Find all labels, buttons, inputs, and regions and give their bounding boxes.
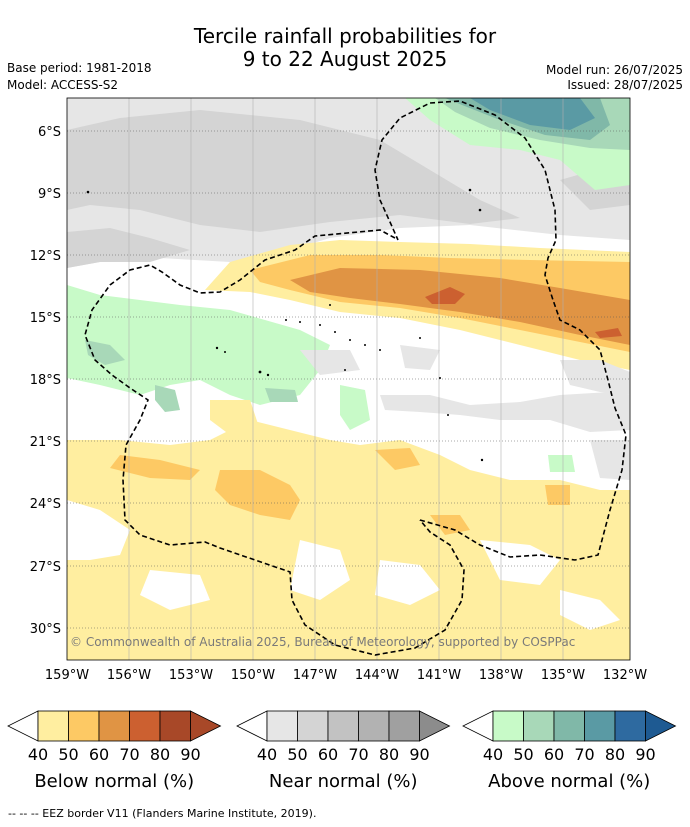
colorbar-above-normal: 40 50 60 70 80 90 Above normal (%)	[462, 710, 677, 792]
colorbar-segment	[159, 710, 191, 742]
colorbar-under-arrow	[236, 710, 268, 742]
title-line-2: 9 to 22 August 2025	[242, 47, 448, 71]
meridians	[128, 98, 564, 660]
colorbar-tick-label: 70	[348, 745, 368, 764]
lat-label: 6°S	[38, 125, 61, 140]
lon-label: 153°W	[169, 668, 213, 683]
colorbar-segment	[492, 710, 524, 742]
eez-borders	[84, 100, 627, 656]
colorbar-tick-label: 90	[635, 745, 655, 764]
colorbar-title: Near normal (%)	[269, 771, 418, 792]
colorbar-over-arrow	[645, 710, 677, 742]
issued-date: Issued: 28/07/2025	[567, 78, 683, 92]
lat-label: 15°S	[30, 311, 61, 326]
lat-label: 27°S	[30, 560, 61, 575]
colorbar-segment	[358, 710, 390, 742]
lon-label: 144°W	[355, 668, 399, 683]
colorbar-under-arrow	[7, 710, 39, 742]
lat-label: 12°S	[30, 249, 61, 264]
colorbar-tick-label: 60	[544, 745, 564, 764]
colorbar-tick-label: 60	[318, 745, 338, 764]
colorbar-segment	[68, 710, 100, 742]
colorbar-segment	[37, 710, 69, 742]
lon-label: 132°W	[603, 668, 647, 683]
colorbar-title: Below normal (%)	[34, 771, 194, 792]
colorbar-under-arrow	[462, 710, 494, 742]
colorbar-tick-label: 50	[287, 745, 307, 764]
colorbar-tick-label: 70	[574, 745, 594, 764]
lat-label: 9°S	[38, 187, 61, 202]
colorbar-tick-label: 90	[180, 745, 200, 764]
lat-label: 30°S	[30, 622, 61, 637]
colorbar-segment	[523, 710, 555, 742]
colorbar-tick-label: 50	[58, 745, 78, 764]
lat-label: 24°S	[30, 497, 61, 512]
lon-label: 147°W	[293, 668, 337, 683]
lon-label: 141°W	[417, 668, 461, 683]
colorbar-tick-label: 60	[89, 745, 109, 764]
title-line-1: Tercile rainfall probabilities for	[193, 24, 497, 48]
colorbar-near-normal: 40 50 60 70 80 90 Near normal (%)	[236, 710, 451, 792]
colorbar-tick-label: 40	[28, 745, 48, 764]
colorbar-tick-label: 80	[150, 745, 170, 764]
model-run: Model run: 26/07/2025	[545, 63, 683, 77]
longitude-labels: 159°W 156°W 153°W 150°W 147°W 144°W 141°…	[45, 668, 647, 683]
colorbar-segment	[266, 710, 298, 742]
probability-field	[67, 98, 630, 660]
lon-label: 156°W	[107, 668, 151, 683]
colorbar-tick-label: 70	[119, 745, 139, 764]
colorbar-segment	[129, 710, 161, 742]
map-frame	[66, 97, 631, 661]
colorbar-segment	[584, 710, 616, 742]
colorbar-tick-label: 90	[409, 745, 429, 764]
colorbar-tick-label: 50	[513, 745, 533, 764]
lat-label: 18°S	[30, 373, 61, 388]
lat-label: 21°S	[30, 435, 61, 450]
colorbar-segment	[98, 710, 130, 742]
colorbar-segment	[553, 710, 585, 742]
lon-label: 159°W	[45, 668, 89, 683]
lon-label: 138°W	[479, 668, 523, 683]
colorbar-segment	[327, 710, 359, 742]
latitude-labels: 6°S 9°S 12°S 15°S 18°S 21°S 24°S 27°S 30…	[30, 125, 61, 637]
colorbar-tick-label: 80	[379, 745, 399, 764]
base-period: Base period: 1981-2018	[7, 61, 152, 75]
copyright-notice: © Commonwealth of Australia 2025, Bureau…	[70, 635, 575, 649]
eez-footnote: -- -- -- EEZ border V11 (Flanders Marine…	[8, 807, 317, 820]
colorbar-over-arrow	[190, 710, 222, 742]
colorbar-segment	[297, 710, 329, 742]
islands	[86, 188, 484, 462]
colorbar-below-normal: 40 50 60 70 80 90 Below normal (%)	[7, 710, 222, 792]
colorbar-segment	[614, 710, 646, 742]
colorbar-over-arrow	[419, 710, 451, 742]
colorbar-title: Above normal (%)	[488, 771, 650, 792]
lon-label: 135°W	[541, 668, 585, 683]
colorbar-tick-label: 40	[257, 745, 277, 764]
model-name: Model: ACCESS-S2	[7, 78, 119, 92]
lon-label: 150°W	[231, 668, 275, 683]
colorbar-tick-label: 40	[483, 745, 503, 764]
colorbar-segment	[388, 710, 420, 742]
colorbar-tick-label: 80	[605, 745, 625, 764]
gridlines	[67, 130, 630, 629]
